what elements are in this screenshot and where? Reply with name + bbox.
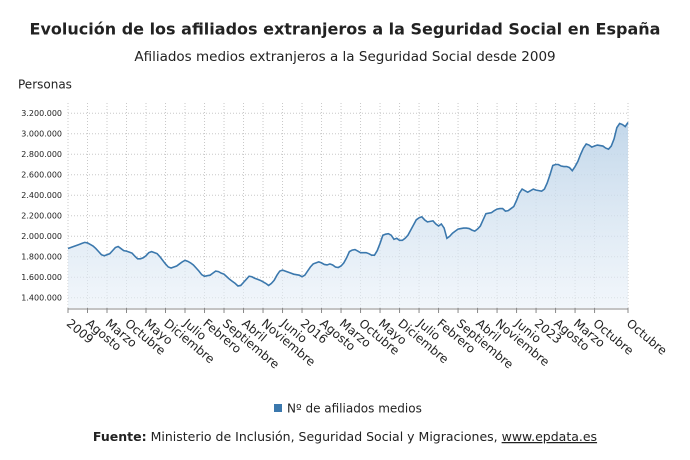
chart-title: Evolución de los afiliados extranjeros a… xyxy=(30,20,661,39)
legend-label: Nº de afiliados medios xyxy=(287,402,422,416)
legend: Nº de afiliados medios xyxy=(274,402,422,416)
y-tick-label: 3.200.000 xyxy=(21,109,62,118)
chart-subtitle: Afiliados medios extranjeros a la Seguri… xyxy=(134,49,555,65)
y-tick-label: 3.000.000 xyxy=(21,129,62,138)
y-tick-label: 2.800.000 xyxy=(21,150,62,159)
source: Fuente: Ministerio de Inclusión, Segurid… xyxy=(93,429,597,444)
y-axis-label: Personas xyxy=(18,78,72,92)
source-label: Fuente: xyxy=(93,429,147,444)
y-tick-label: 2.400.000 xyxy=(21,191,62,200)
area xyxy=(68,122,628,308)
y-tick-label: 1.800.000 xyxy=(21,252,62,261)
y-tick-label: 1.400.000 xyxy=(21,293,62,302)
y-tick-label: 2.200.000 xyxy=(21,211,62,220)
source-text: Ministerio de Inclusión, Seguridad Socia… xyxy=(151,429,498,444)
y-tick-label: 1.600.000 xyxy=(21,273,62,282)
y-tick-label: 2.600.000 xyxy=(21,170,62,179)
y-tick-label: 2.000.000 xyxy=(21,232,62,241)
line xyxy=(67,122,629,287)
source-link[interactable]: www.epdata.es xyxy=(502,429,597,444)
legend-swatch xyxy=(274,404,282,412)
